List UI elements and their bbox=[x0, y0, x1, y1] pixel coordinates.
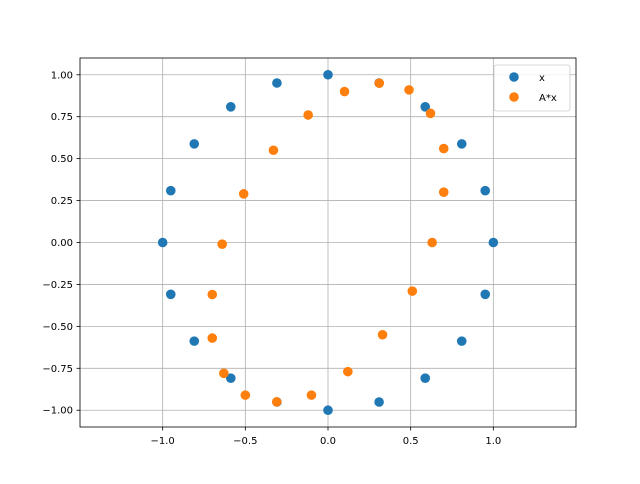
data-point bbox=[343, 366, 353, 377]
data-point bbox=[268, 145, 279, 156]
data-point bbox=[271, 397, 282, 407]
y-tick-label: −0.50 bbox=[42, 322, 73, 333]
legend-marker bbox=[509, 92, 519, 102]
data-point bbox=[225, 373, 236, 383]
y-tick-label: 0.75 bbox=[51, 112, 73, 123]
legend-label: A*x bbox=[539, 93, 557, 104]
data-point bbox=[420, 373, 431, 383]
data-point bbox=[225, 102, 236, 112]
y-tick-label: 1.00 bbox=[51, 70, 73, 81]
data-point bbox=[374, 397, 384, 407]
data-point bbox=[165, 289, 176, 300]
data-point bbox=[407, 286, 418, 296]
x-tick-label: −0.5 bbox=[233, 436, 257, 447]
data-point bbox=[207, 333, 218, 343]
data-point bbox=[438, 187, 449, 197]
data-point bbox=[189, 139, 200, 149]
legend-marker bbox=[509, 72, 519, 82]
x-tick-label: −1.0 bbox=[151, 436, 175, 447]
y-tick-label: 0.25 bbox=[51, 196, 73, 207]
y-tick-label: −1.00 bbox=[42, 406, 73, 417]
x-tick-label: 0.5 bbox=[403, 436, 419, 447]
data-point bbox=[456, 336, 467, 346]
data-point bbox=[157, 237, 168, 248]
y-tick-label: 0.50 bbox=[51, 154, 73, 165]
y-tick-label: 0.00 bbox=[51, 238, 73, 249]
data-point bbox=[189, 336, 200, 346]
data-point bbox=[306, 390, 317, 400]
data-point bbox=[339, 86, 350, 97]
series-ax bbox=[207, 78, 449, 407]
data-point bbox=[456, 139, 467, 149]
data-point bbox=[377, 329, 388, 340]
x-tick-label: 0.0 bbox=[320, 436, 336, 447]
data-point bbox=[427, 237, 437, 248]
data-point bbox=[374, 78, 385, 88]
data-point bbox=[303, 110, 313, 120]
data-point bbox=[272, 78, 282, 88]
y-tick-label: −0.75 bbox=[42, 364, 73, 375]
data-point bbox=[438, 143, 449, 154]
data-point bbox=[480, 185, 491, 196]
data-point bbox=[425, 108, 436, 119]
x-tick-label: 1.0 bbox=[485, 436, 501, 447]
y-tick-label: −0.25 bbox=[42, 280, 73, 291]
legend: x A*x bbox=[493, 64, 571, 112]
legend-label: x bbox=[539, 73, 545, 84]
data-point bbox=[207, 289, 218, 300]
data-point bbox=[217, 239, 227, 249]
data-point bbox=[323, 405, 333, 416]
data-point bbox=[219, 368, 229, 379]
data-point bbox=[240, 390, 251, 400]
data-point bbox=[323, 69, 333, 80]
data-point bbox=[420, 102, 431, 112]
data-point bbox=[488, 237, 499, 248]
data-point bbox=[404, 85, 414, 95]
data-point bbox=[238, 189, 249, 199]
data-point bbox=[165, 185, 176, 196]
legend-box bbox=[493, 64, 571, 112]
data-point bbox=[480, 289, 491, 300]
